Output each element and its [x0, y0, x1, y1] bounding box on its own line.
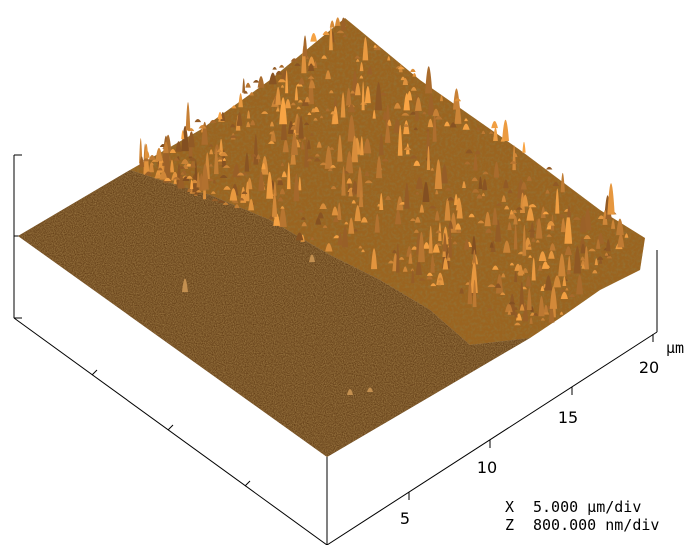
scale-legend: X 5.000 μm/div Z 800.000 nm/div [505, 498, 659, 534]
peak [186, 102, 191, 130]
peak [269, 73, 277, 85]
peak [195, 119, 201, 122]
peak [238, 93, 243, 107]
tick-label: 10 [477, 458, 497, 477]
peak [245, 83, 250, 88]
axis-unit: μm [666, 339, 684, 357]
tick-label: 15 [558, 408, 578, 427]
peak [310, 33, 317, 42]
peak [412, 73, 416, 77]
scale-value: 800.000 nm/div [533, 516, 659, 534]
peak [335, 17, 341, 26]
peak [502, 120, 509, 141]
peak [491, 121, 498, 128]
peak [218, 112, 223, 119]
scale-value: 5.000 μm/div [533, 498, 641, 516]
peak [323, 31, 330, 35]
peak [155, 148, 162, 161]
peak [279, 65, 284, 68]
peak [253, 80, 259, 83]
peak [303, 35, 308, 56]
tick-label: 20 [639, 358, 659, 377]
tick-label: 5 [400, 509, 410, 528]
peak [149, 155, 156, 160]
peak [410, 69, 416, 72]
peak [242, 78, 245, 93]
scale-axis: Z [505, 516, 514, 534]
peak [561, 173, 565, 192]
peak [607, 183, 614, 214]
scale-axis: X [505, 498, 514, 516]
peak [425, 66, 432, 93]
peak [546, 167, 552, 170]
peak [493, 128, 498, 141]
peak [258, 76, 265, 88]
peak [522, 142, 525, 153]
peak [272, 67, 276, 70]
afm-image: 5 10 15 20 μm X 5.000 μm/div Z 800.000 n… [0, 0, 688, 545]
